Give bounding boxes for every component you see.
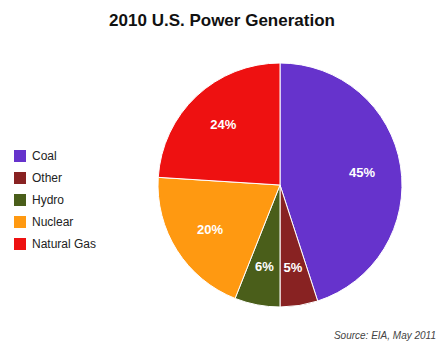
chart: 2010 U.S. Power Generation Source: EIA, M… bbox=[0, 0, 444, 345]
pie bbox=[158, 63, 402, 307]
legend-label: Hydro bbox=[32, 193, 64, 207]
legend-swatch bbox=[14, 172, 26, 184]
slice bbox=[280, 63, 402, 301]
legend-item: Other bbox=[14, 171, 62, 185]
legend-item: Hydro bbox=[14, 193, 64, 207]
legend: Coal Other Hydro Nuclear Natural Gas bbox=[14, 149, 96, 251]
legend-label: Nuclear bbox=[32, 215, 73, 229]
legend-item: Nuclear bbox=[14, 215, 73, 229]
title: 2010 U.S. Power Generation bbox=[109, 11, 335, 30]
legend-swatch bbox=[14, 150, 26, 162]
annotation: Source: EIA, May 2011 bbox=[334, 330, 436, 341]
data-label: 24% bbox=[210, 117, 236, 132]
data-label: 5% bbox=[284, 259, 303, 274]
slice bbox=[158, 177, 280, 298]
legend-label: Natural Gas bbox=[32, 237, 96, 251]
legend-item: Coal bbox=[14, 149, 57, 163]
legend-swatch bbox=[14, 194, 26, 206]
legend-label: Coal bbox=[32, 149, 57, 163]
legend-swatch bbox=[14, 238, 26, 250]
data-label: 20% bbox=[197, 222, 223, 237]
legend-label: Other bbox=[32, 171, 62, 185]
slice bbox=[158, 63, 280, 185]
slice bbox=[280, 185, 318, 307]
legend-item: Natural Gas bbox=[14, 237, 96, 251]
legend-swatch bbox=[14, 216, 26, 228]
data-label: 6% bbox=[255, 259, 274, 274]
data-label: 45% bbox=[349, 165, 375, 180]
data-labels: 45% 5% 6% 20% 24% bbox=[197, 117, 375, 274]
